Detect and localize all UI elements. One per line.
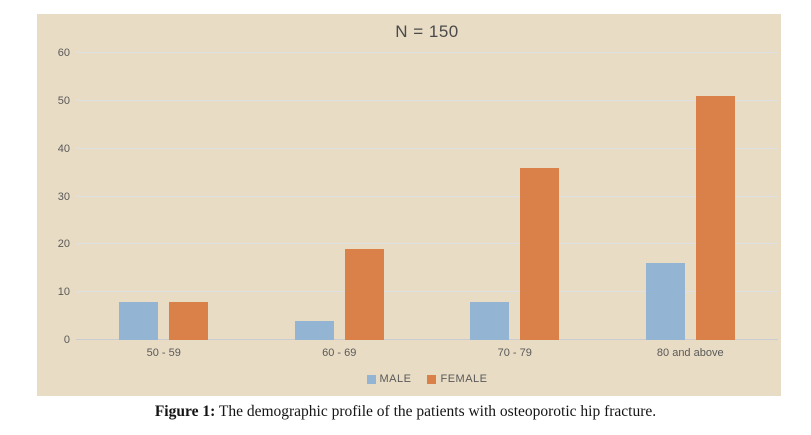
bar-groups [76,53,778,340]
gridline-y60 [76,52,778,53]
y-tick-label: 0 [63,334,70,346]
gridline-y20 [76,243,778,245]
legend-item-female: FEMALE [427,373,487,385]
gridline-y40 [76,147,778,149]
x-axis-label: 60 - 69 [322,347,357,359]
y-tick-label: 60 [57,47,70,59]
male-bar [294,320,334,340]
y-tick-label: 10 [57,286,70,299]
caption-label: Figure 1: [154,403,216,420]
y-tick-label: 20 [57,238,70,251]
legend-item-male: MALE [366,373,412,385]
female-bar [520,167,560,340]
bar-group [252,53,428,340]
y-tick-label: 50 [57,94,70,107]
legend-label: FEMALE [440,373,488,385]
female-bar [695,96,735,340]
gridline-y10 [76,291,778,293]
y-tick-label: 30 [57,190,70,203]
legend: MALE FEMALE [76,373,778,385]
gridline-y0 [76,339,778,340]
plot-area: 0 10 20 30 40 50 60 [58,47,778,346]
legend-swatch-icon [366,374,376,384]
gridline-y50 [76,99,778,101]
gridline-y30 [76,195,778,197]
y-tick-label: 40 [57,142,70,155]
x-axis-label: 70 - 79 [497,347,532,359]
male-bar [119,301,159,340]
x-axis-label: 80 and above [656,347,724,359]
female-bar [344,249,384,340]
legend-swatch-icon [427,374,437,384]
male-bar [645,263,685,340]
figure-caption: Figure 1: The demographic profile of the… [0,403,811,421]
chart-title: N = 150 [395,22,459,41]
bar-group [427,53,603,340]
x-axis-label: 50 - 59 [146,347,181,359]
legend-label: MALE [379,373,412,385]
male-bar [470,301,510,340]
x-axis-labels: 50 - 59 60 - 69 70 - 79 80 and above [76,347,778,359]
caption-text: The demographic profile of the patients … [215,403,657,420]
bar-group [603,53,779,340]
chart-panel: N = 150 0 10 20 30 40 50 60 50 - 59 60 - 69 70 -… [37,14,781,396]
bar-group [76,53,252,340]
female-bar [169,301,209,340]
